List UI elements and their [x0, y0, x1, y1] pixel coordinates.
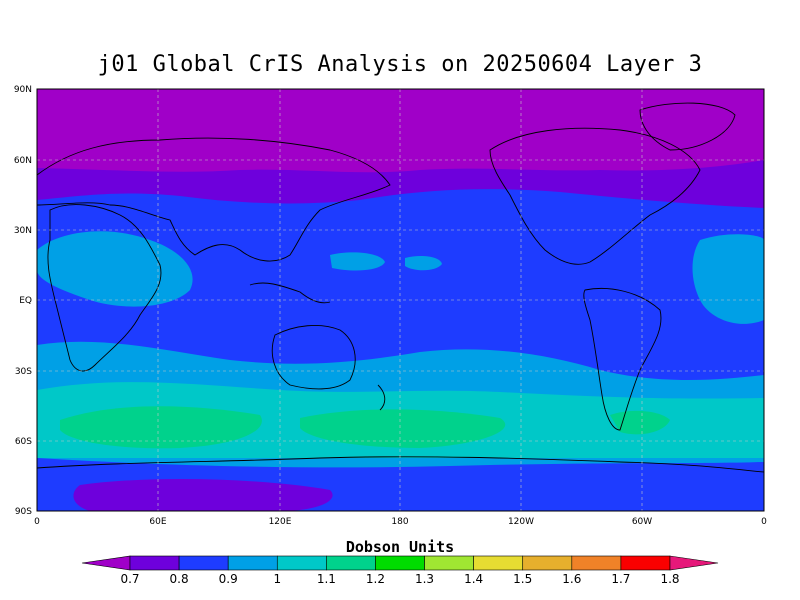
coast-greenland	[639, 102, 736, 151]
field-band-1-2-east	[610, 410, 670, 435]
field-band-1-0-pacific-2	[405, 256, 442, 271]
field-band-1-0-africa	[37, 231, 193, 307]
colorbar-tick-label: 1.7	[611, 572, 630, 586]
coast-south-america	[583, 287, 662, 431]
colorbar-tick-label: 1.2	[366, 572, 385, 586]
coast-antarctica	[37, 456, 764, 473]
colorbar-swatch	[424, 555, 474, 571]
coast-new-zealand	[377, 384, 386, 411]
colorbar-tick-label: 0.8	[170, 572, 189, 586]
colorbar-tick-label: 1.4	[464, 572, 483, 586]
colorbar-swatch	[276, 555, 327, 571]
field-band-0-7-north	[37, 89, 764, 173]
colorbar-title: Dobson Units	[346, 538, 454, 556]
latitude-label: 60S	[15, 437, 32, 447]
coast-north-america	[489, 127, 701, 265]
coastlines	[37, 102, 764, 473]
latitude-labels: 90N 60N 30N EQ 30S 60S 90S	[14, 85, 32, 517]
longitude-label: 0	[761, 517, 767, 527]
colorbar-under-arrow	[81, 555, 131, 571]
latitude-label: 90S	[15, 507, 32, 517]
latitude-label: 90N	[14, 85, 32, 95]
ozone-field	[37, 89, 764, 511]
colorbar-tick-label: 1.1	[317, 572, 336, 586]
graticule	[37, 89, 764, 511]
colorbar-tick-label: 0.9	[219, 572, 238, 586]
latitude-label: 60N	[14, 156, 32, 166]
coast-africa	[47, 204, 162, 372]
coast-indonesia	[249, 282, 331, 304]
field-band-1-2-central	[300, 409, 506, 448]
latitude-label: EQ	[19, 296, 32, 306]
colorbar-swatch	[129, 555, 180, 571]
map-frame	[36, 88, 765, 512]
longitude-label: 120W	[508, 517, 534, 527]
longitude-label: 0	[34, 517, 40, 527]
colorbar-swatch	[375, 555, 425, 571]
colorbar-tick-label: 0.7	[120, 572, 139, 586]
colorbar-swatch	[620, 555, 671, 571]
longitude-label: 60W	[632, 517, 652, 527]
colorbar-tick-label: 1.5	[513, 572, 532, 586]
colorbar-swatch	[178, 555, 229, 571]
colorbar-tick-label: 1.6	[562, 572, 581, 586]
colorbar: 0.7 0.8 0.9 1 1.1 1.2 1.3 1.4 1.5 1.6 1.7 1.8	[81, 555, 719, 586]
longitude-label: 180	[391, 517, 408, 527]
longitude-label: 120E	[269, 517, 292, 527]
colorbar-swatch	[326, 555, 376, 571]
field-band-1-0-atlantic	[692, 234, 764, 324]
colorbar-tick-label: 1.8	[660, 572, 679, 586]
longitude-label: 60E	[149, 517, 166, 527]
field-band-1-2-west	[60, 406, 262, 449]
latitude-label: 30S	[15, 367, 32, 377]
colorbar-swatch	[473, 555, 524, 571]
colorbar-swatch	[522, 555, 573, 571]
coast-eurasia	[37, 137, 391, 262]
colorbar-tick-label: 1.3	[415, 572, 434, 586]
colorbar-tick-label: 1	[273, 572, 281, 586]
field-band-0-8-south	[73, 478, 333, 511]
map-title: j01 Global CrIS Analysis on 20250604 Lay…	[97, 52, 703, 77]
colorbar-swatch	[571, 555, 622, 571]
latitude-label: 30N	[14, 226, 32, 236]
coast-australia	[271, 325, 356, 390]
longitude-labels: 0 60E 120E 180 120W 60W 0	[34, 517, 767, 527]
colorbar-swatch	[227, 555, 278, 571]
field-band-1-0-pacific	[330, 252, 385, 271]
colorbar-over-arrow	[669, 555, 719, 571]
